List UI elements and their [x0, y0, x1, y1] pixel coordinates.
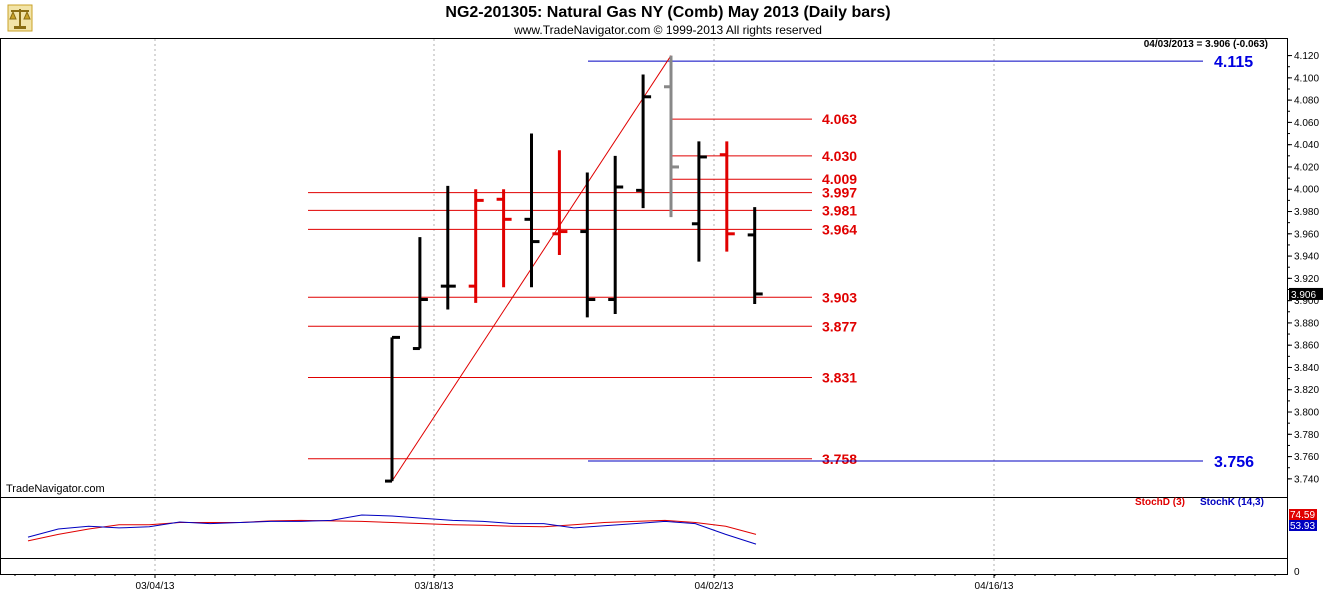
price-bar-12	[719, 141, 735, 252]
range-label-1: 3.756	[1214, 454, 1254, 471]
fib-label-2: 4.009	[822, 171, 857, 187]
y-tick-label-8: 3.960	[1294, 229, 1319, 240]
grid	[154, 39, 995, 574]
stoch-k-value-box	[1289, 520, 1317, 531]
fib-label-1: 4.030	[822, 148, 857, 164]
last-price-box	[1289, 287, 1323, 300]
price-bar-11	[691, 141, 707, 262]
x-tick-label-0: 03/04/13	[136, 581, 175, 592]
y-tick-label-6: 4.000	[1294, 185, 1319, 196]
y-tick-label-3: 4.060	[1294, 118, 1319, 129]
y-tick-label-2: 4.080	[1294, 96, 1319, 107]
y-tick-label-15: 3.820	[1294, 385, 1319, 396]
price-bar-6	[552, 150, 568, 255]
y-tick-label-19: 3.740	[1294, 474, 1319, 485]
price-bar-2	[440, 185, 456, 310]
y-tick-label-18: 3.760	[1294, 452, 1319, 463]
stoch-k-value: 53.93	[1290, 521, 1315, 532]
y-tick-label-14: 3.840	[1294, 363, 1319, 374]
y-axis: 4.120 4.100 4.080 4.060 4.040 4.020 4.000 3.980…	[1288, 51, 1323, 578]
price-bar-9	[636, 74, 652, 209]
fib-label-4: 3.981	[822, 202, 857, 218]
y-tick-label-10: 3.920	[1294, 274, 1319, 285]
fib-label-8: 3.831	[822, 369, 857, 385]
y-tick-label-0: 4.120	[1294, 51, 1319, 62]
y-tick-label-9: 3.940	[1294, 252, 1319, 263]
price-bar-3	[468, 189, 484, 303]
price-bar-5	[524, 133, 540, 288]
stoch-series-0	[27, 519, 757, 542]
y-tick-label-1: 4.100	[1294, 73, 1319, 84]
last-price-label: 3.906	[1291, 290, 1316, 301]
price-bar-8	[608, 155, 624, 314]
price-bar-7	[580, 172, 596, 318]
fib-label-5: 3.964	[822, 221, 857, 237]
price-bar-13	[747, 207, 763, 304]
y-tick-label-4: 4.040	[1294, 140, 1319, 151]
range-label-0: 4.115	[1214, 54, 1253, 71]
fib-label-7: 3.877	[822, 318, 857, 334]
stoch-y-tick-label: 0	[1294, 567, 1300, 578]
y-tick-label-16: 3.800	[1294, 408, 1319, 419]
x-axis: 03/04/13 03/18/13 04/02/13 04/16/13	[14, 574, 1276, 592]
x-tick-label-2: 04/02/13	[695, 581, 734, 592]
fib-label-0: 4.063	[822, 111, 857, 127]
y-tick-label-11: 3.900	[1294, 296, 1319, 307]
y-tick-label-13: 3.860	[1294, 341, 1319, 352]
fib-label-6: 3.903	[822, 289, 857, 305]
stoch-series-1	[27, 514, 757, 545]
price-bars	[385, 55, 763, 483]
fib-label-9: 3.758	[822, 451, 857, 467]
scales-icon	[7, 4, 33, 32]
y-tick-label-5: 4.020	[1294, 162, 1319, 173]
quote-readout: 04/03/2013 = 3.906 (-0.063)	[1144, 39, 1268, 50]
y-tick-label-17: 3.780	[1294, 430, 1319, 441]
x-tick-label-1: 03/18/13	[415, 581, 454, 592]
price-bar-0	[385, 335, 400, 483]
stoch-d-value: 74.59	[1290, 510, 1315, 521]
stoch-k-legend: StochK (14,3)	[1200, 497, 1264, 508]
price-bar-4	[496, 189, 512, 288]
x-tick-label-3: 04/16/13	[975, 581, 1014, 592]
price-bar-10	[664, 55, 679, 218]
stoch-d-legend: StochD (3)	[1135, 497, 1185, 508]
y-tick-label-7: 3.980	[1294, 207, 1319, 218]
fib-label-3: 3.997	[822, 185, 857, 201]
price-bar-1	[412, 237, 428, 351]
copyright-line: www.TradeNavigator.com © 1999-2013 All r…	[513, 23, 822, 37]
y-tick-label-12: 3.880	[1294, 318, 1319, 329]
watermark: TradeNavigator.com	[6, 483, 105, 495]
chart-title: NG2-201305: Natural Gas NY (Comb) May 20…	[445, 4, 890, 21]
stoch-d-value-box	[1289, 509, 1317, 520]
